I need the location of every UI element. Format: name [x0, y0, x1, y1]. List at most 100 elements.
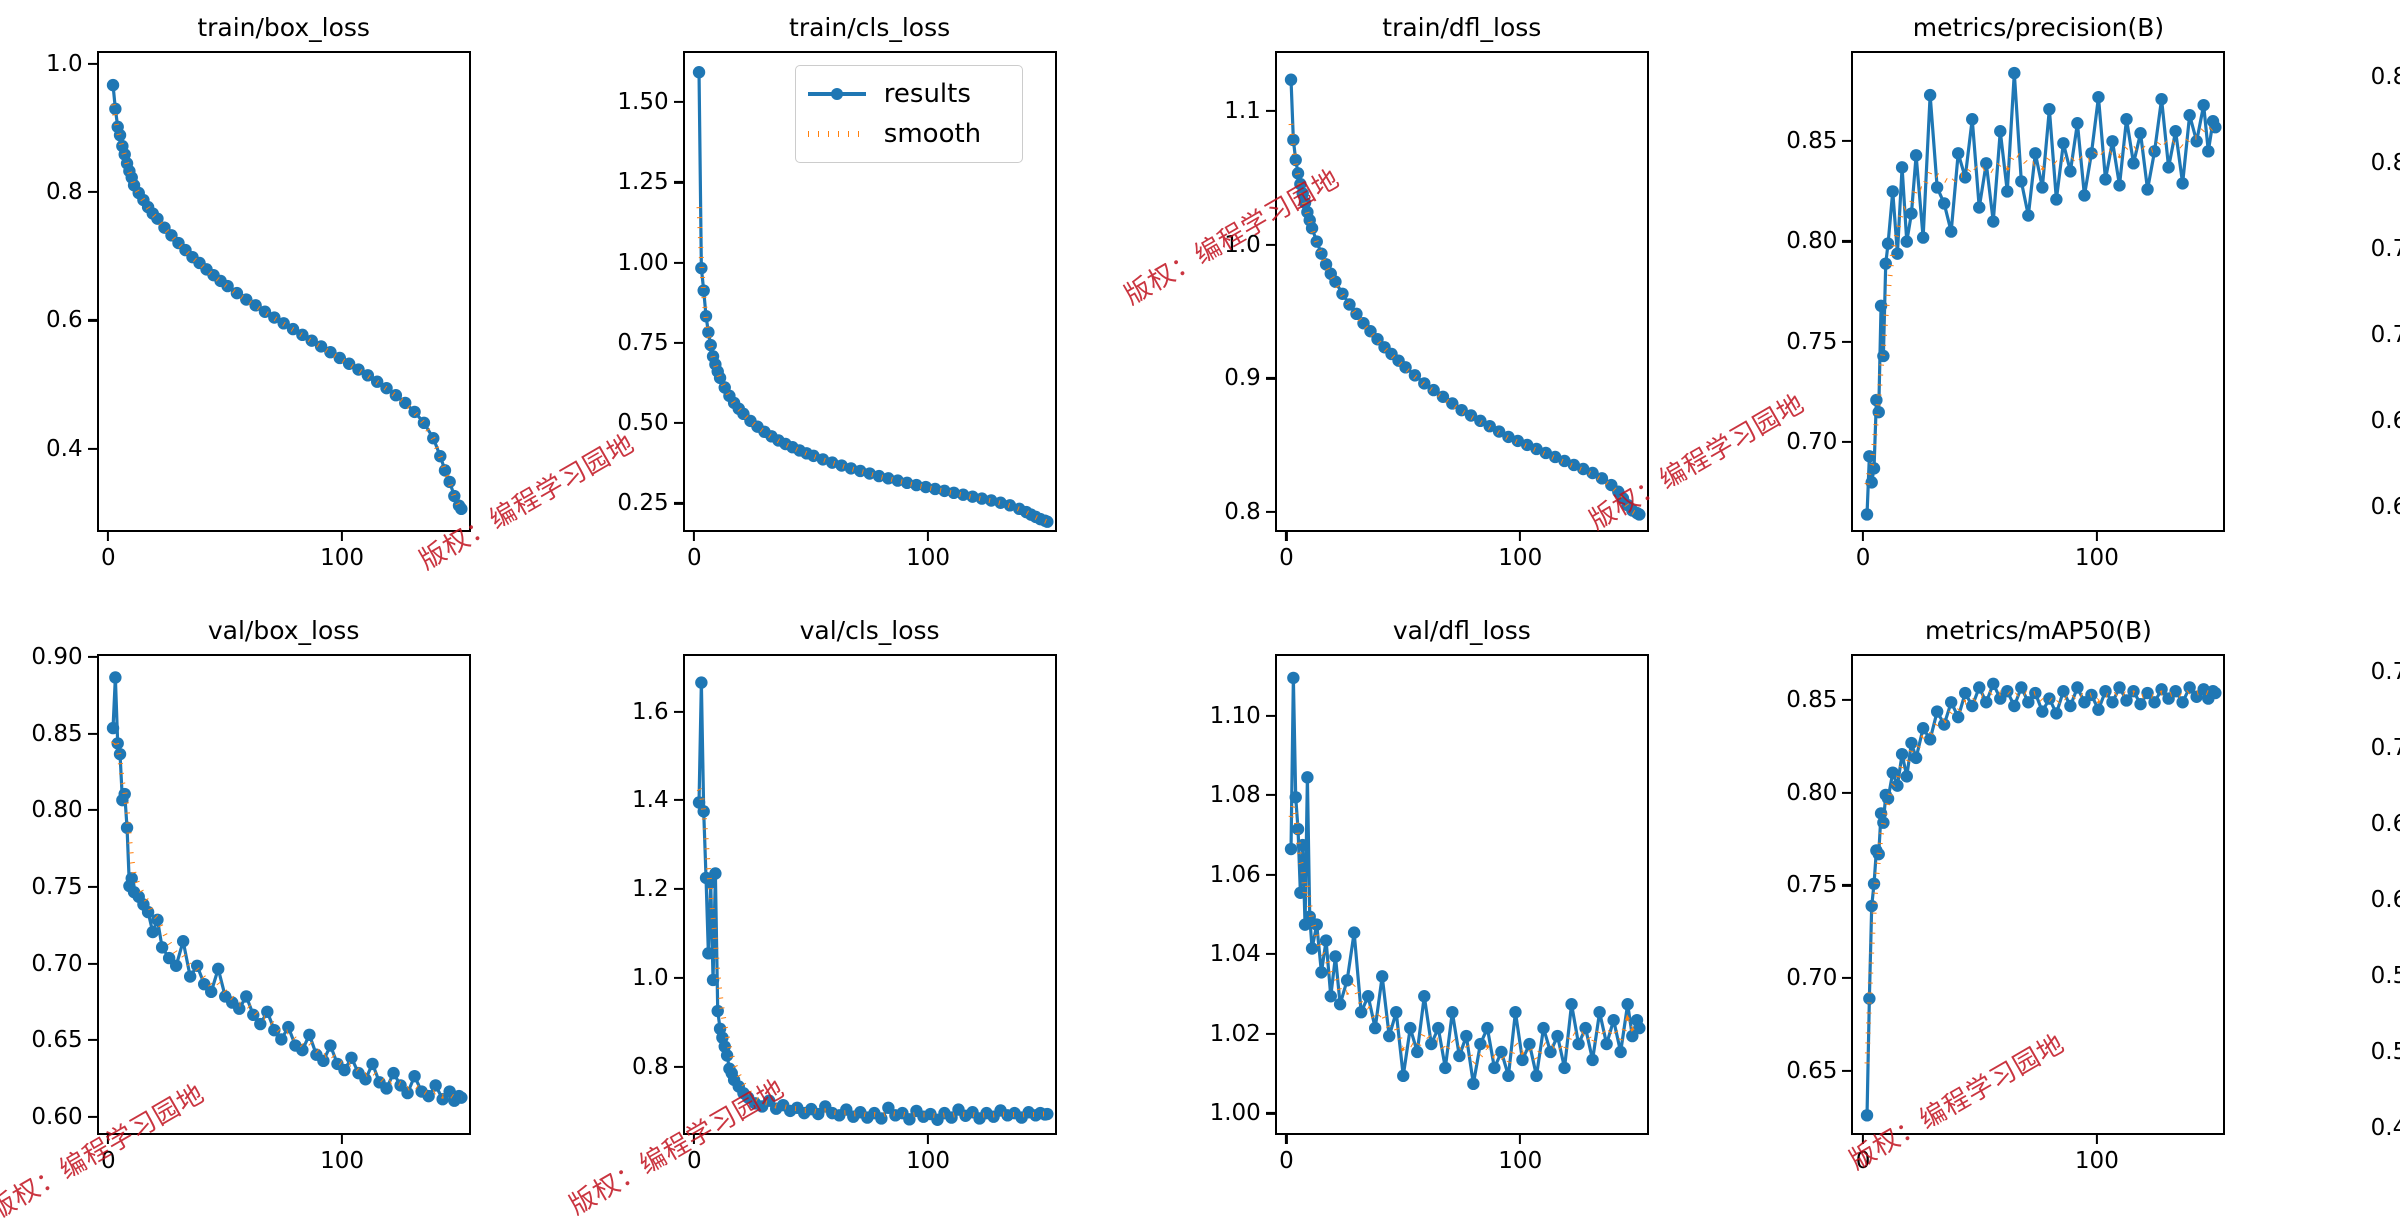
x-tick-mark — [1285, 532, 1288, 542]
results-marker — [1333, 997, 1347, 1011]
results-marker — [1293, 177, 1307, 191]
results-marker — [190, 959, 203, 972]
x-tick-mark — [340, 1135, 344, 1145]
y-tick-mark — [1265, 377, 1275, 380]
y-tick-label: 1.25 — [617, 169, 669, 196]
results-marker — [1408, 368, 1421, 382]
results-marker — [701, 325, 715, 339]
results-marker — [2134, 697, 2148, 711]
results-marker — [1502, 430, 1515, 443]
results-marker — [1861, 1108, 1874, 1122]
series-canvas — [106, 671, 468, 1107]
results-marker — [1396, 1069, 1410, 1082]
results-marker — [1877, 816, 1891, 829]
results-marker — [704, 338, 717, 352]
results-marker — [1987, 215, 2000, 228]
y-tick-mark — [87, 319, 97, 322]
results-marker — [1632, 1021, 1646, 1035]
results-marker — [407, 405, 421, 418]
results-marker — [1938, 718, 1951, 731]
results-marker — [2001, 684, 2014, 698]
results-marker — [316, 1054, 330, 1067]
results-marker — [2176, 176, 2190, 190]
results-marker — [1886, 185, 1900, 198]
y-tick-label: 1.00 — [1209, 1100, 1261, 1127]
results-marker — [2183, 108, 2197, 122]
y-tick-label: 0.50 — [2370, 1038, 2400, 1065]
results-marker — [258, 305, 271, 318]
results-marker — [1511, 434, 1524, 447]
results-marker — [947, 486, 960, 499]
results-marker — [1924, 732, 1937, 746]
results-marker — [2057, 684, 2071, 698]
subplot-9: metrics/mAP50-95(B) 0.45 0.50 0.55 0.60 0.65 0… — [2370, 659, 2400, 1141]
results-marker — [2050, 707, 2063, 720]
results-marker — [692, 65, 705, 79]
results-marker — [975, 492, 988, 505]
results-marker — [844, 461, 857, 475]
x-tick-mark — [107, 532, 110, 542]
results-marker — [1289, 153, 1302, 166]
results-marker — [108, 102, 122, 115]
x-tick-mark — [926, 532, 930, 542]
subplot-title: val/cls_loss — [799, 615, 940, 645]
results-marker — [1399, 360, 1412, 374]
results-marker — [993, 496, 1007, 509]
x-tick-label: 0 — [100, 1148, 116, 1175]
results-marker — [344, 1051, 358, 1064]
results-marker — [1973, 201, 1986, 214]
results-marker — [1952, 710, 1965, 724]
results-marker — [1347, 926, 1361, 939]
results-marker — [1870, 393, 1883, 407]
results-marker — [400, 1086, 414, 1100]
results-marker — [909, 478, 923, 492]
results-marker — [1966, 112, 1979, 126]
results-marker — [1315, 247, 1328, 260]
results-marker — [1284, 842, 1298, 856]
results-marker — [706, 973, 719, 987]
y-tick-label: 0.4 — [46, 435, 83, 462]
results-marker — [701, 946, 715, 960]
results-marker — [1551, 1029, 1564, 1043]
results-marker — [1284, 73, 1298, 86]
results-marker — [1910, 148, 1923, 162]
results-marker — [1410, 1045, 1424, 1059]
results-marker — [1305, 942, 1319, 955]
y-tick-label: 0.75 — [2370, 659, 2400, 686]
results-marker — [1910, 751, 1923, 764]
results-marker — [314, 339, 327, 353]
y-tick-mark — [87, 1039, 97, 1042]
y-tick-label: 0.60 — [2370, 886, 2400, 913]
y-tick-label: 0.65 — [2370, 407, 2400, 434]
x-tick-mark — [340, 532, 344, 542]
results-marker — [417, 416, 430, 429]
results-marker — [1003, 498, 1016, 512]
results-marker — [1382, 1029, 1396, 1043]
results-marker — [351, 363, 365, 376]
results-marker — [863, 467, 876, 480]
y-tick-mark — [1842, 440, 1852, 444]
results-marker — [1900, 235, 1914, 248]
y-tick-label: 1.50 — [617, 89, 669, 116]
results-marker — [106, 78, 119, 92]
results-marker — [2113, 681, 2127, 694]
results-marker — [1872, 847, 1886, 861]
results-marker — [694, 676, 708, 689]
results-marker — [1924, 88, 1937, 102]
results-marker — [2064, 164, 2078, 178]
results-marker — [260, 1005, 274, 1018]
results-marker — [853, 464, 867, 477]
results-marker — [1473, 414, 1487, 427]
series-canvas — [692, 676, 1054, 1126]
y-tick-mark — [87, 1115, 97, 1119]
results-marker — [1371, 332, 1384, 346]
results-marker — [365, 1057, 379, 1070]
results-marker — [2071, 681, 2085, 694]
y-tick-mark — [87, 447, 97, 450]
results-marker — [1879, 257, 1893, 270]
results-marker — [2209, 686, 2222, 700]
results-marker — [1607, 1013, 1620, 1027]
y-tick-mark — [1842, 791, 1852, 794]
x-tick-label: 0 — [1855, 1148, 1871, 1175]
results-marker — [253, 1017, 267, 1031]
